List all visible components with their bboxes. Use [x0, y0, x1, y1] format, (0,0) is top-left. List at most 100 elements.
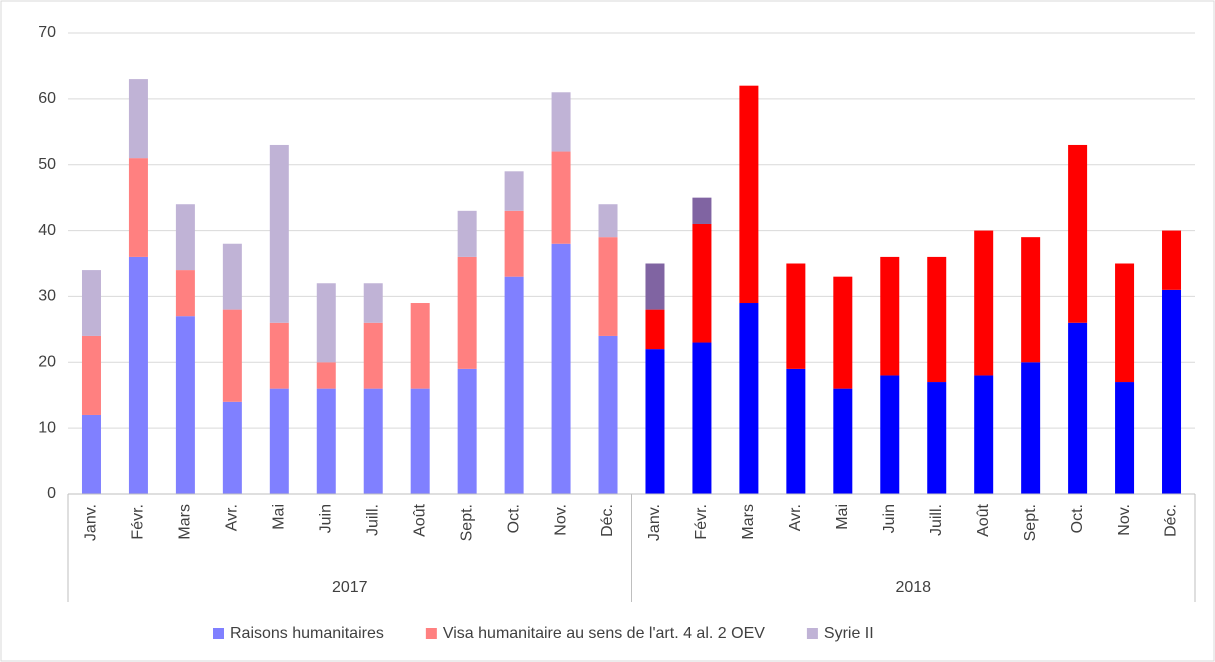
x-tick-label: Nov.: [1116, 504, 1133, 536]
x-tick-label: Janv.: [83, 504, 100, 541]
bar-segment: [551, 151, 571, 244]
y-tick-label: 50: [38, 156, 56, 173]
bar-segment: [410, 303, 430, 389]
bar-segment: [927, 382, 947, 494]
legend-swatch: [213, 628, 224, 639]
x-tick-label: Juill.: [928, 504, 945, 536]
bar-segment: [692, 197, 712, 224]
bar-segment: [128, 79, 148, 159]
bar-segment: [739, 303, 759, 494]
bar-segment: [1021, 237, 1041, 363]
bar-segment: [645, 263, 665, 310]
x-tick-label: Oct.: [1069, 504, 1086, 533]
bar-segment: [833, 388, 853, 494]
bar-segment: [1021, 362, 1041, 494]
x-tick-label: Juin: [881, 504, 898, 533]
x-tick-label: Août: [411, 503, 428, 536]
x-tick-label: Janv.: [646, 504, 663, 541]
bar-segment: [786, 368, 806, 494]
bar-segment: [457, 256, 477, 369]
bar-segment: [363, 322, 383, 389]
bar-segment: [1162, 289, 1182, 494]
x-tick-label: Sept.: [1022, 504, 1039, 541]
bar-segment: [645, 349, 665, 494]
bar-segment: [645, 309, 665, 350]
bar-segment: [222, 309, 242, 402]
bar-segment: [175, 204, 195, 271]
bar-segment: [222, 401, 242, 494]
bar-segment: [692, 342, 712, 494]
bar-segment: [739, 85, 759, 304]
y-tick-label: 10: [38, 419, 56, 436]
y-tick-label: 0: [47, 485, 56, 502]
bar-segment: [692, 223, 712, 343]
legend-swatch: [806, 628, 818, 639]
y-tick-label: 60: [38, 90, 56, 107]
x-tick-label: Mai: [834, 504, 851, 530]
bar-segment: [457, 210, 477, 257]
bar-segment: [1068, 322, 1088, 494]
bar-segment: [316, 362, 336, 389]
x-tick-label: Mai: [271, 504, 288, 530]
bar-segment: [1162, 230, 1182, 290]
bar-segment: [504, 210, 524, 277]
x-tick-label: Déc.: [599, 504, 616, 537]
x-tick-label: Nov.: [552, 504, 569, 536]
bar-segment: [222, 243, 242, 310]
bar-segment: [880, 256, 900, 376]
legend-swatch: [425, 628, 437, 639]
legend-label: Raisons humanitaires: [230, 625, 384, 642]
bar-segment: [833, 276, 853, 389]
bar-segment: [81, 414, 101, 494]
bar-segment: [1115, 263, 1135, 383]
bar-segment: [551, 92, 571, 152]
x-tick-label: Mars: [740, 504, 757, 540]
y-tick-label: 40: [38, 222, 56, 239]
x-tick-label: Juill.: [364, 504, 381, 536]
x-tick-label: Déc.: [1163, 504, 1180, 537]
y-tick-label: 70: [38, 24, 56, 41]
bar-segment: [363, 388, 383, 494]
x-tick-label: Oct.: [505, 504, 522, 533]
bar-segment: [927, 256, 947, 383]
bar-segment: [269, 144, 289, 323]
bar-segment: [128, 256, 148, 494]
x-tick-label: Févr.: [693, 504, 710, 540]
bar-segment: [81, 270, 101, 336]
bar-segment: [410, 388, 430, 494]
bar-segment: [974, 230, 994, 376]
bar-segment: [269, 388, 289, 494]
bar-segment: [1068, 144, 1088, 323]
bar-segment: [598, 204, 618, 238]
bar-segment: [1115, 382, 1135, 494]
bar-segment: [974, 375, 994, 494]
bar-segment: [457, 368, 477, 494]
legend-label: Syrie II: [824, 625, 874, 642]
bar-segment: [316, 388, 336, 494]
bar-segment: [598, 335, 618, 494]
bar-segment: [504, 171, 524, 211]
bar-segment: [175, 316, 195, 494]
bar-segment: [269, 322, 289, 389]
x-tick-label: Mars: [177, 504, 194, 540]
bar-segment: [363, 283, 383, 323]
bar-segment: [316, 283, 336, 363]
x-tick-label: Juin: [317, 504, 334, 533]
group-label: 2018: [895, 579, 931, 596]
group-label: 2017: [332, 579, 368, 596]
x-tick-label: Sept.: [458, 504, 475, 541]
bar-segment: [175, 270, 195, 317]
x-tick-label: Avr.: [224, 504, 241, 531]
bar-segment: [786, 263, 806, 369]
bar-segment: [128, 158, 148, 257]
y-tick-label: 20: [38, 354, 56, 371]
bar-segment: [551, 243, 571, 494]
bar-segment: [81, 335, 101, 415]
bar-segment: [880, 375, 900, 494]
x-tick-label: Août: [975, 503, 992, 536]
x-tick-label: Févr.: [130, 504, 147, 540]
legend-label: Visa humanitaire au sens de l'art. 4 al.…: [443, 625, 765, 642]
bar-segment: [598, 237, 618, 336]
y-tick-label: 30: [38, 288, 56, 305]
